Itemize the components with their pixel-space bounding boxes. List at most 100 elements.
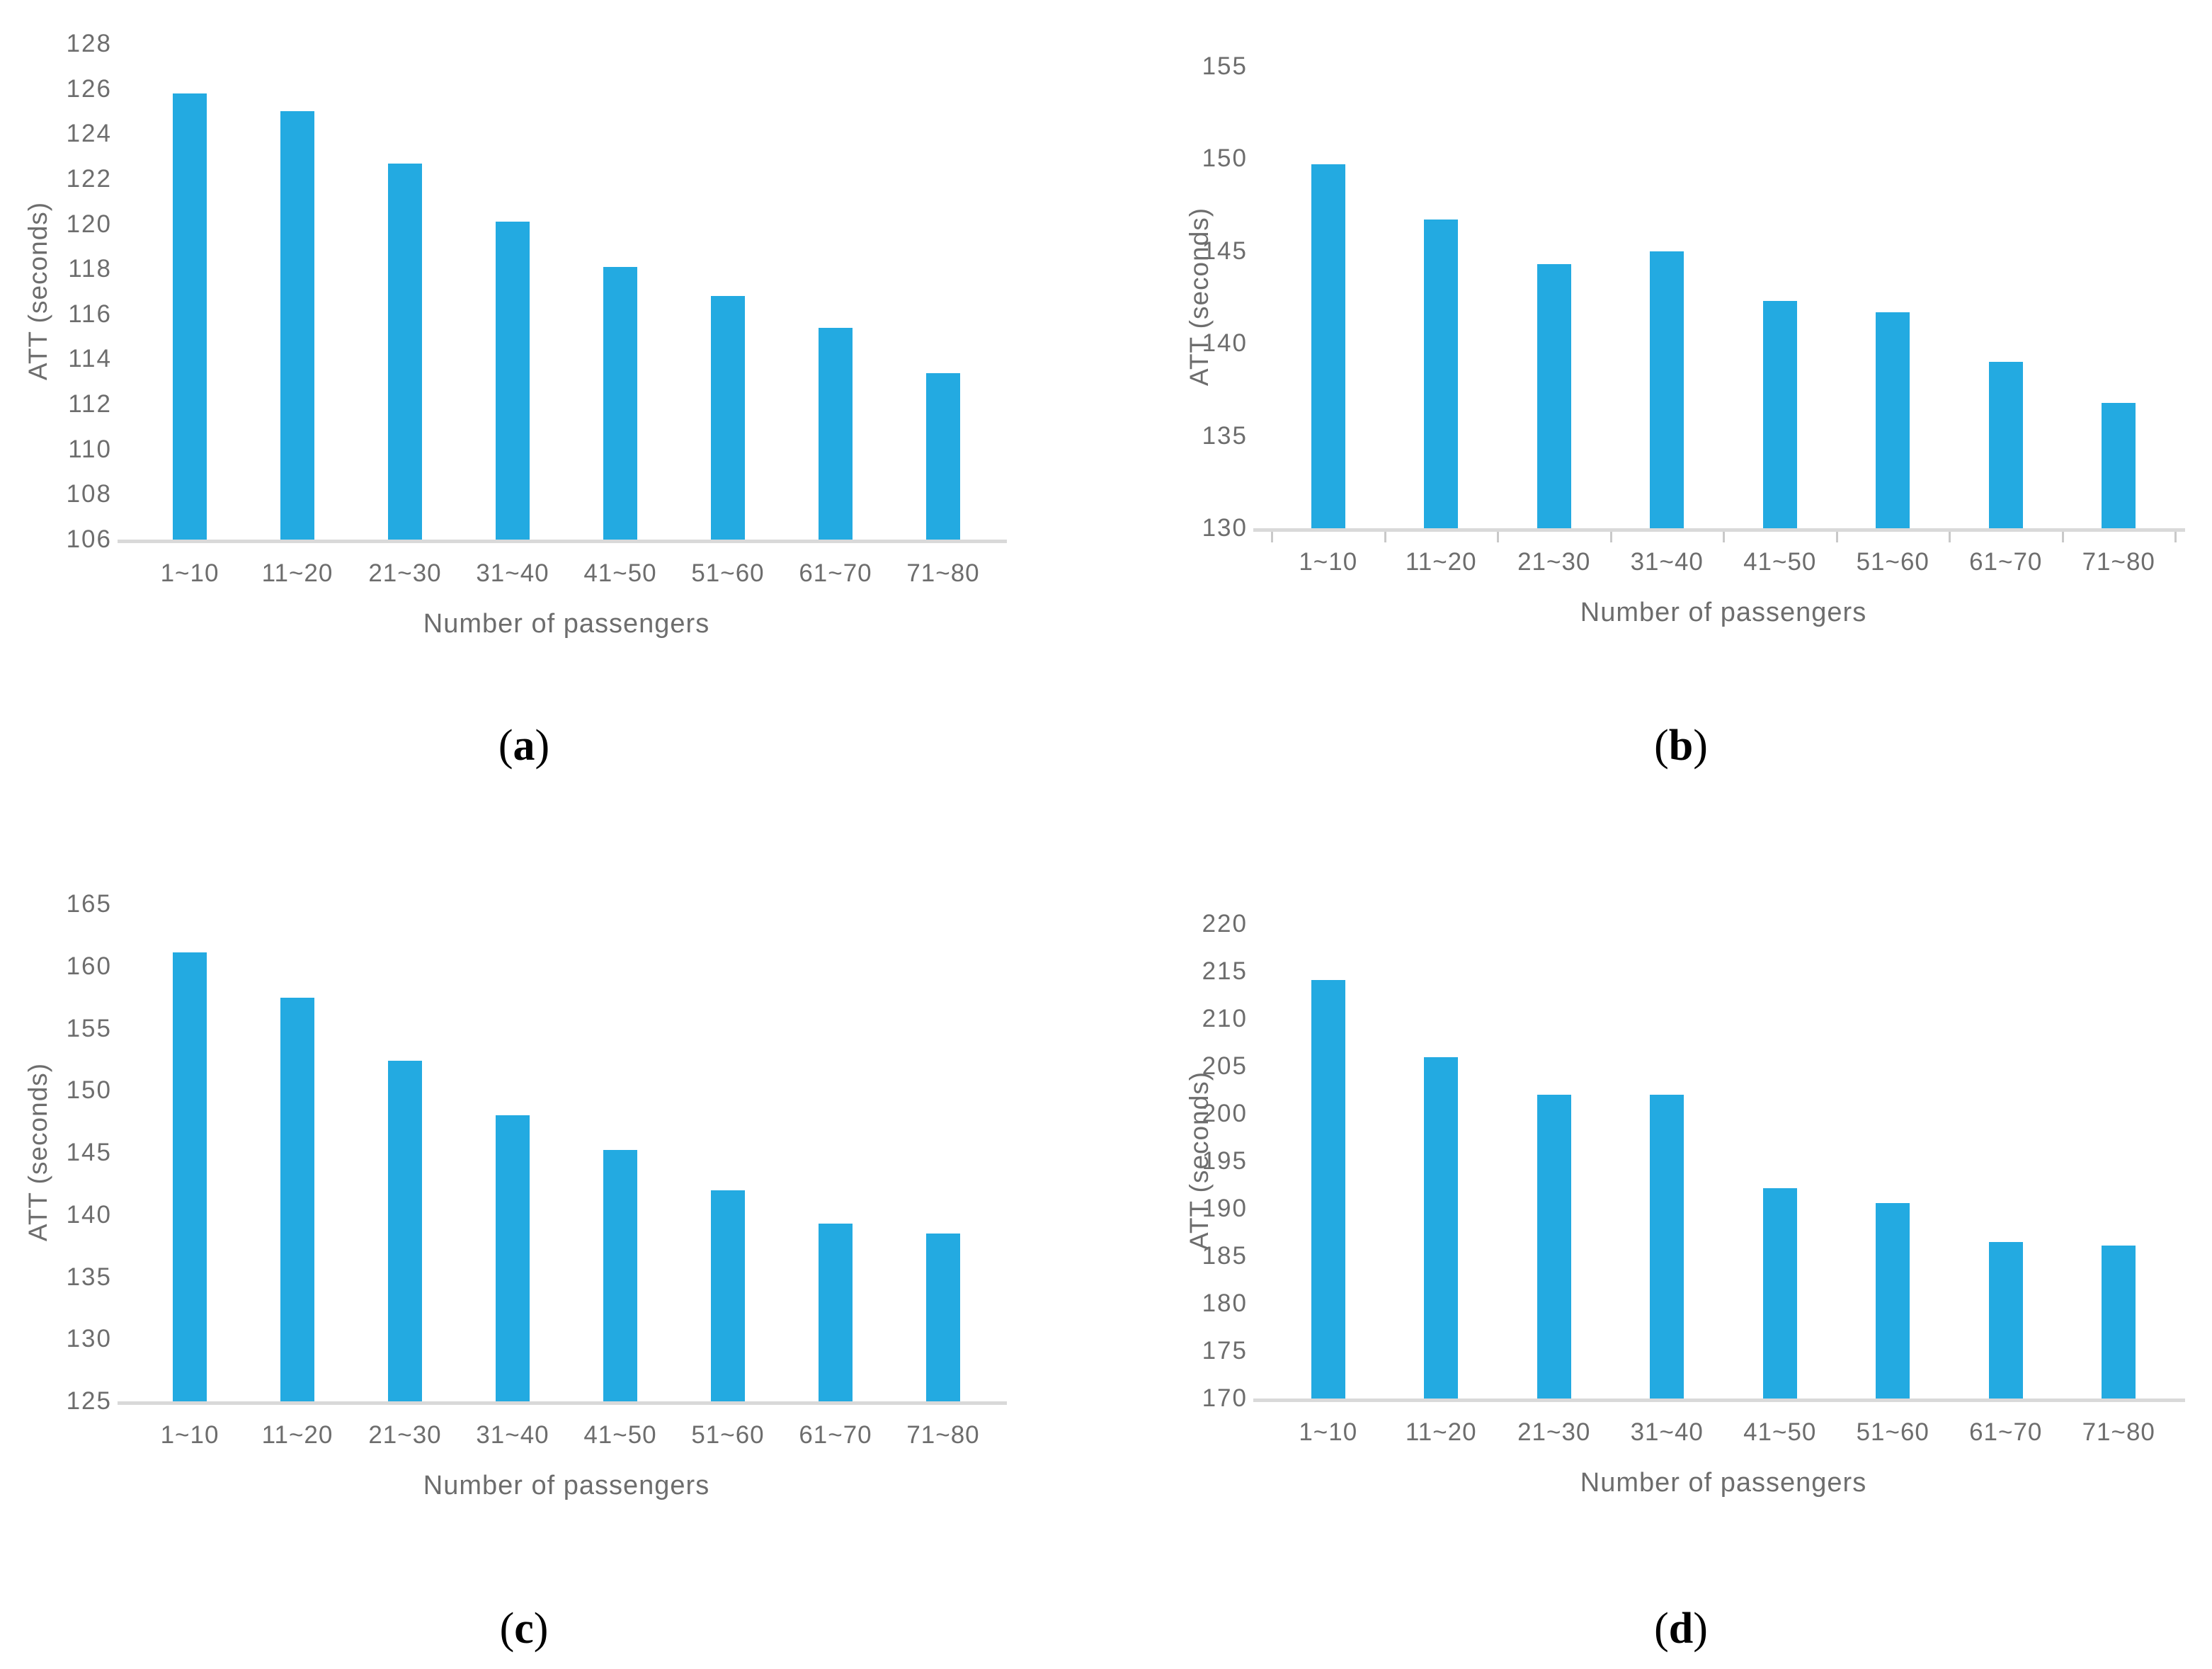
y-tick-label: 140 — [66, 1200, 112, 1229]
x-tick-label: 31~40 — [476, 1421, 549, 1449]
x-axis-line — [118, 540, 1007, 543]
y-tick-label: 112 — [68, 390, 112, 418]
x-tick-label: 41~50 — [583, 559, 657, 587]
bar-1~10 — [1311, 164, 1345, 528]
x-tick-label: 21~30 — [1517, 1418, 1591, 1446]
y-tick-label: 135 — [1202, 421, 1248, 450]
x-tick-label: 71~80 — [2082, 548, 2155, 576]
y-tick-label: 145 — [66, 1139, 112, 1166]
x-axis-title: Number of passengers — [423, 1471, 710, 1500]
x-tick-label: 41~50 — [1743, 548, 1817, 576]
x-tick-label: 11~20 — [1405, 548, 1477, 576]
y-tick-label: 108 — [66, 480, 112, 508]
caption-letter: a — [513, 722, 535, 770]
y-tick-label: 170 — [1202, 1384, 1248, 1412]
x-tick-label: 41~50 — [583, 1421, 657, 1449]
y-tick-label: 126 — [66, 74, 112, 103]
x-axis-tick-mark — [2174, 532, 2177, 542]
x-axis-title: Number of passengers — [1580, 1468, 1867, 1498]
x-tick-label: 31~40 — [476, 559, 549, 587]
caption-letter: c — [514, 1605, 534, 1653]
x-axis-tick-mark — [1835, 532, 1838, 542]
bar-31~40 — [1650, 1095, 1684, 1399]
y-tick-label: 215 — [1202, 957, 1248, 985]
caption-open-paren: ( — [498, 722, 513, 770]
x-tick-label: 21~30 — [1517, 548, 1591, 576]
y-tick-label: 120 — [66, 210, 112, 238]
bar-61~70 — [1988, 362, 2023, 528]
y-tick-label: 130 — [66, 1325, 112, 1353]
panel-caption: (d) — [1654, 1604, 1708, 1654]
bar-1~10 — [173, 93, 207, 540]
y-tick-label: 190 — [1202, 1195, 1248, 1222]
y-tick-label: 180 — [1202, 1289, 1248, 1317]
bar-41~50 — [1762, 301, 1797, 528]
y-tick-label: 185 — [1202, 1242, 1248, 1270]
bar-31~40 — [1650, 251, 1684, 528]
x-tick-label: 61~70 — [1969, 548, 2043, 576]
caption-open-paren: ( — [1654, 1605, 1669, 1653]
x-tick-label: 51~60 — [1856, 548, 1929, 576]
y-tick-label: 110 — [68, 435, 112, 463]
x-axis-tick-mark — [2061, 532, 2064, 542]
x-axis-tick-mark — [1723, 532, 1725, 542]
x-tick-label: 31~40 — [1630, 1418, 1704, 1446]
y-tick-label: 155 — [1202, 52, 1248, 80]
caption-letter: d — [1668, 1605, 1694, 1653]
y-tick-label: 125 — [66, 1387, 112, 1415]
x-tick-label: 51~60 — [691, 1421, 765, 1449]
y-tick-label: 155 — [66, 1014, 112, 1042]
bar-11~20 — [1424, 220, 1459, 528]
x-tick-label: 11~20 — [261, 1421, 333, 1449]
y-tick-label: 124 — [66, 120, 112, 148]
y-tick-label: 200 — [1202, 1100, 1248, 1127]
y-tick-label: 150 — [66, 1076, 112, 1105]
x-axis-tick-mark — [1949, 532, 1951, 542]
x-tick-label: 11~20 — [261, 559, 333, 587]
bar-61~70 — [819, 1224, 853, 1401]
bar-31~40 — [496, 222, 530, 540]
y-tick-label: 130 — [1202, 514, 1248, 542]
x-axis-tick-mark — [1609, 532, 1612, 542]
caption-open-paren: ( — [1654, 722, 1669, 770]
x-tick-label: 61~70 — [799, 559, 872, 587]
x-axis-line — [1253, 1399, 2185, 1402]
panel-caption: (a) — [498, 721, 549, 771]
y-tick-label: 106 — [66, 525, 112, 553]
x-tick-label: 1~10 — [1299, 1418, 1358, 1446]
caption-close-paren: ) — [1693, 722, 1708, 770]
bar-71~80 — [926, 372, 960, 540]
x-tick-label: 11~20 — [1405, 1418, 1477, 1446]
x-axis-tick-mark — [1271, 532, 1273, 542]
y-tick-label: 116 — [68, 300, 112, 328]
y-tick-label: 205 — [1202, 1052, 1248, 1080]
chart-panel-c: ATT (seconds) Number of passengers (c) 1… — [0, 835, 1106, 1669]
chart-panel-d: ATT (seconds) Number of passengers (d) 1… — [1106, 835, 2212, 1669]
x-axis-title: Number of passengers — [1580, 598, 1867, 627]
x-tick-label: 21~30 — [368, 559, 442, 587]
bar-21~30 — [1537, 1095, 1571, 1399]
y-tick-label: 220 — [1202, 910, 1248, 938]
x-tick-label: 41~50 — [1743, 1418, 1817, 1446]
x-axis-tick-mark — [1497, 532, 1499, 542]
bar-41~50 — [603, 267, 637, 540]
x-tick-label: 1~10 — [160, 559, 220, 587]
x-tick-label: 51~60 — [1856, 1418, 1929, 1446]
y-tick-label: 140 — [1202, 329, 1248, 358]
x-tick-label: 1~10 — [1299, 548, 1358, 576]
x-tick-label: 61~70 — [799, 1421, 872, 1449]
x-tick-label: 71~80 — [906, 1421, 980, 1449]
x-axis-line — [1253, 528, 2185, 532]
bar-51~60 — [711, 296, 745, 540]
bar-21~30 — [1537, 264, 1571, 528]
x-tick-label: 21~30 — [368, 1421, 442, 1449]
bar-11~20 — [1424, 1056, 1459, 1399]
bar-71~80 — [2102, 1246, 2136, 1399]
caption-letter: b — [1668, 722, 1694, 770]
x-axis-tick-mark — [1384, 532, 1386, 542]
x-axis-title: Number of passengers — [423, 609, 710, 639]
y-tick-label: 195 — [1202, 1147, 1248, 1175]
chart-panel-a: ATT (seconds) Number of passengers (a) 1… — [0, 0, 1106, 834]
x-tick-label: 51~60 — [691, 559, 765, 587]
